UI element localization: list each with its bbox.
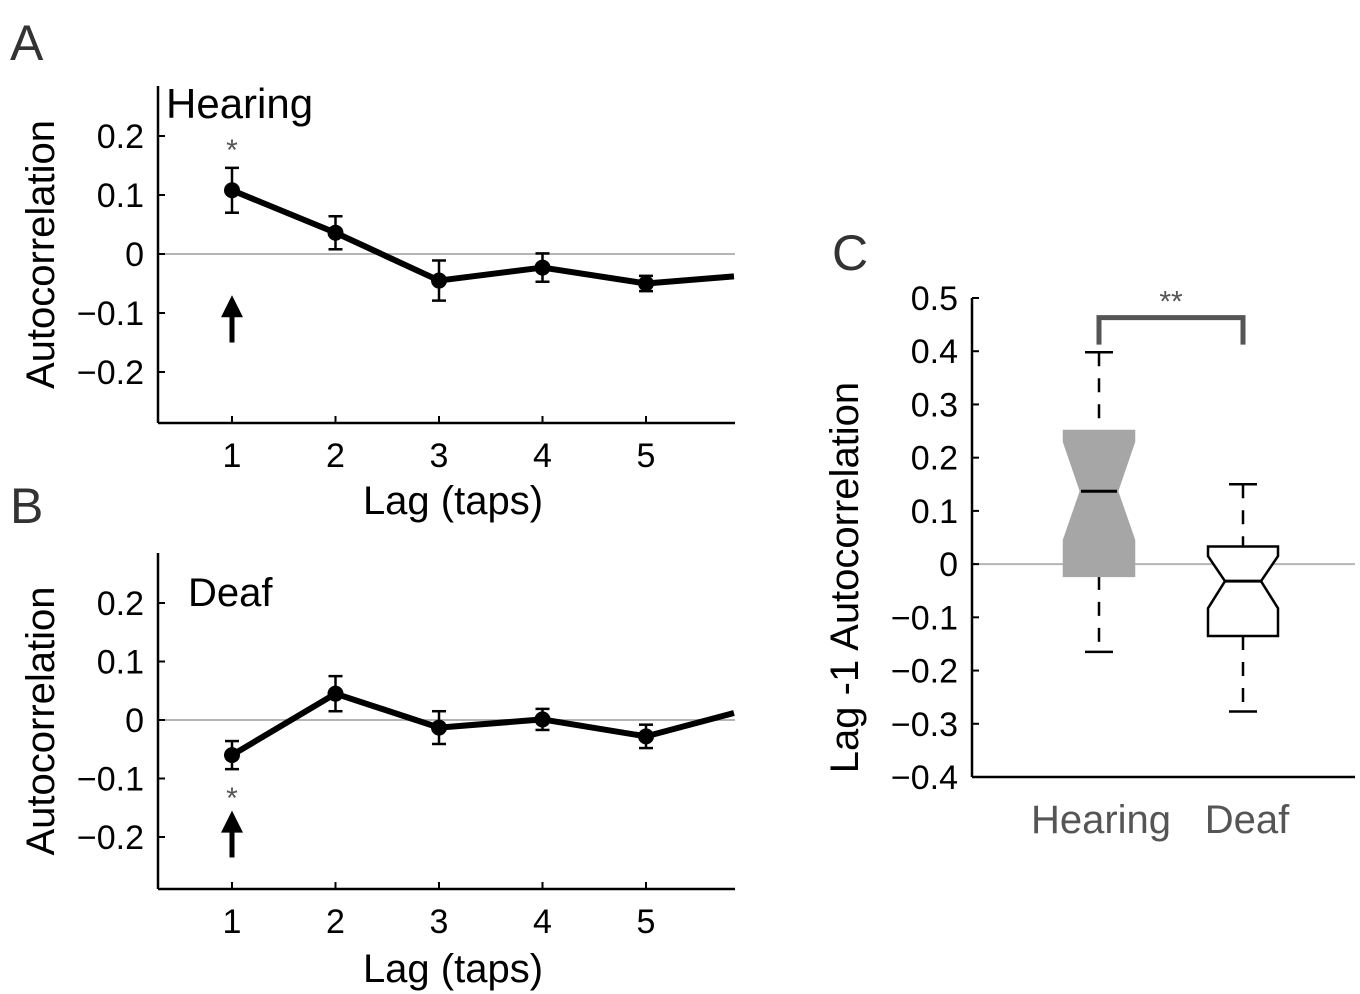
panel-c-label: C [832, 225, 868, 281]
panel-a-y-tick-label: 0.2 [97, 118, 144, 156]
panel-a-x-tick-label: 2 [326, 437, 345, 475]
box-hearing [1062, 429, 1136, 578]
panel-a-data-point [327, 224, 344, 241]
panel-b-data-point [327, 685, 344, 702]
panel-b-y-tick-label: 0.2 [97, 585, 144, 623]
panel-a-label: A [10, 15, 44, 71]
panel-b-y-tick-label: −0.2 [77, 819, 144, 857]
panel-b-label: B [10, 478, 43, 534]
panel-b-series-line [230, 690, 735, 758]
panel-c-y-tick-label: 0.1 [911, 493, 958, 531]
panel-b-data-point [431, 719, 447, 736]
panel-b-x-tick-label: 5 [637, 903, 656, 941]
panel-a-significance-star: * [226, 134, 238, 167]
panel-a-data-point [638, 275, 654, 292]
panel-b-title: Deaf [188, 571, 273, 615]
panel-b-y-axis-label: Autocorrelation [19, 586, 63, 855]
panel-c-y-tick-label: 0.3 [911, 386, 958, 424]
panel-c-category-label: Hearing [1031, 798, 1171, 842]
panel-b-y-tick-label: 0.1 [97, 644, 144, 682]
panel-c-y-tick-label: −0.3 [891, 706, 958, 744]
panel-b-x-tick-label: 3 [430, 903, 449, 941]
panel-a-data-point [431, 272, 447, 289]
panel-a-series-line [230, 187, 735, 287]
panel-a-x-tick-label: 4 [533, 437, 552, 475]
panel-b-data-point [224, 747, 240, 764]
panel-b-x-tick-label: 2 [326, 903, 345, 941]
panel-a-y-axis-label: Autocorrelation [19, 120, 63, 389]
panel-a-title: Hearing [166, 80, 313, 127]
panel-a-y-tick-label: 0 [125, 236, 144, 274]
panel-b-arrow-head [221, 810, 243, 833]
panel-a-y-tick-label: −0.2 [77, 354, 144, 392]
panel-a-x-tick-label: 5 [637, 437, 656, 475]
panel-c-y-tick-label: 0.4 [911, 333, 958, 371]
panel-c-y-tick-label: −0.1 [891, 599, 958, 637]
panel-b-significance-star: * [226, 782, 238, 815]
panel-a-data-point [224, 182, 240, 199]
panel-c-category-label: Deaf [1205, 798, 1290, 842]
significance-bracket [1096, 315, 1246, 345]
panel-a-arrow-head [221, 295, 243, 318]
panel-b-y-tick-label: 0 [125, 702, 144, 740]
panel-a-x-axis-label: Lag (taps) [363, 479, 543, 523]
panel-c-y-tick-label: −0.4 [891, 759, 958, 797]
panel-b-data-point [638, 728, 654, 745]
panel-b-x-tick-label: 1 [223, 903, 242, 941]
box-deaf [1206, 545, 1280, 638]
panel-b-y-tick-label: −0.1 [77, 761, 144, 799]
panel-c-y-tick-label: −0.2 [891, 653, 958, 691]
panel-a-x-tick-label: 1 [223, 437, 242, 475]
panel-b-x-tick-label: 4 [533, 903, 552, 941]
panel-b-data-point [534, 711, 551, 728]
panel-a-y-tick-label: 0.1 [97, 177, 144, 215]
significance-stars: ** [1159, 286, 1183, 319]
panel-a-data-point [534, 259, 551, 276]
panel-c-y-tick-label: 0 [939, 546, 958, 584]
panel-b-x-axis-label: Lag (taps) [363, 947, 543, 991]
panel-a-x-tick-label: 3 [430, 437, 449, 475]
panel-c-y-tick-label: 0.2 [911, 440, 958, 478]
panel-c-y-tick-label: 0.5 [911, 280, 958, 318]
panel-c-y-axis-label: Lag -1 Autocorrelation [823, 382, 867, 773]
panel-a-y-tick-label: −0.1 [77, 295, 144, 333]
